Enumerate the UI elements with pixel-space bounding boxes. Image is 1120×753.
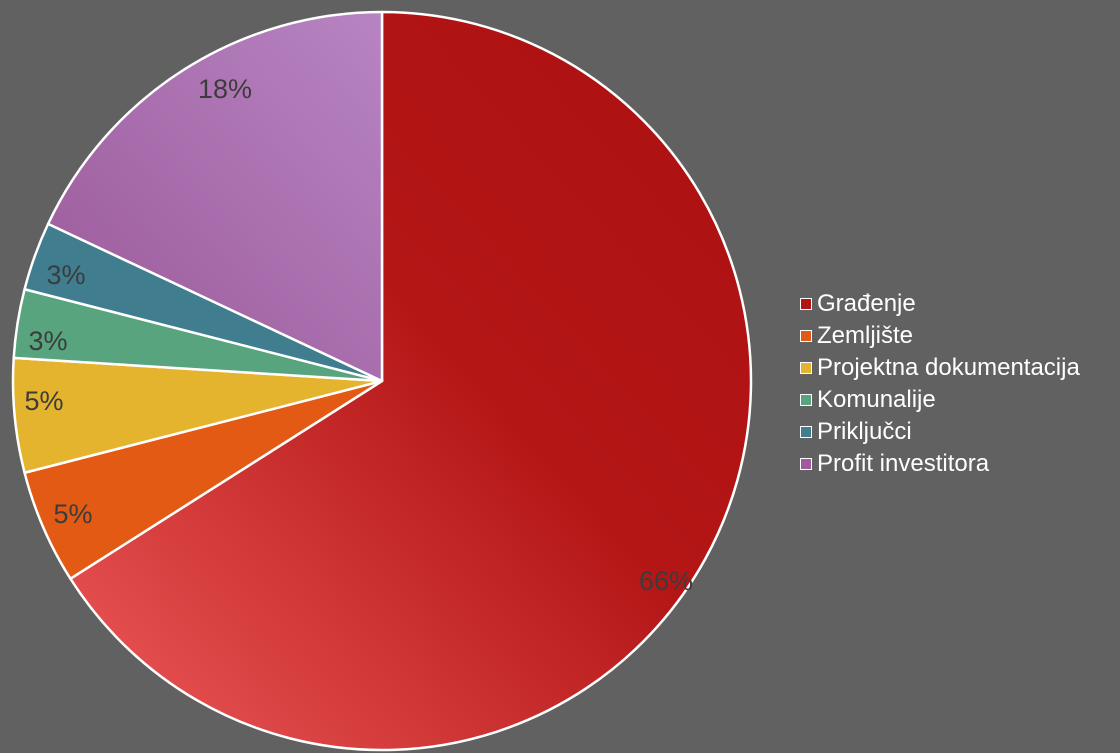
legend-item: Priključci (800, 416, 1080, 448)
legend-swatch (800, 426, 812, 438)
legend-swatch (800, 298, 812, 310)
data-label-komunalije: 3% (28, 326, 67, 356)
data-label-projektna-dokumentacija: 5% (24, 386, 63, 416)
legend-label: Građenje (817, 290, 916, 317)
data-label-zemljiste: 5% (53, 499, 92, 529)
legend-swatch (800, 362, 812, 374)
slice-profit-investitora (46, 10, 384, 383)
legend: Građenje Zemljište Projektna dokumentacija… (800, 288, 1080, 480)
pie-data-labels: 66% 5% 5% 3% 3% 18% (24, 74, 693, 596)
slice-gradenje (69, 10, 753, 752)
data-label-prikljucci: 3% (46, 260, 85, 290)
legend-label: Profit investitora (817, 450, 990, 477)
legend-swatch (800, 330, 812, 342)
legend-label: Komunalije (817, 386, 936, 413)
legend-item: Komunalije (800, 384, 1080, 416)
legend-item: Građenje (800, 288, 1080, 320)
legend-swatch (800, 458, 812, 470)
legend-item: Profit investitora (800, 448, 1080, 480)
legend-item: Zemljište (800, 320, 1080, 352)
legend-label: Zemljište (817, 322, 914, 349)
legend-label: Projektna dokumentacija (817, 354, 1080, 381)
pie-slices (11, 10, 753, 752)
legend-label: Priključci (817, 418, 912, 445)
legend-swatch (800, 394, 812, 406)
legend-item: Projektna dokumentacija (800, 352, 1080, 384)
data-label-profit-investitora: 18% (198, 74, 252, 104)
data-label-gradenje: 66% (639, 566, 693, 596)
